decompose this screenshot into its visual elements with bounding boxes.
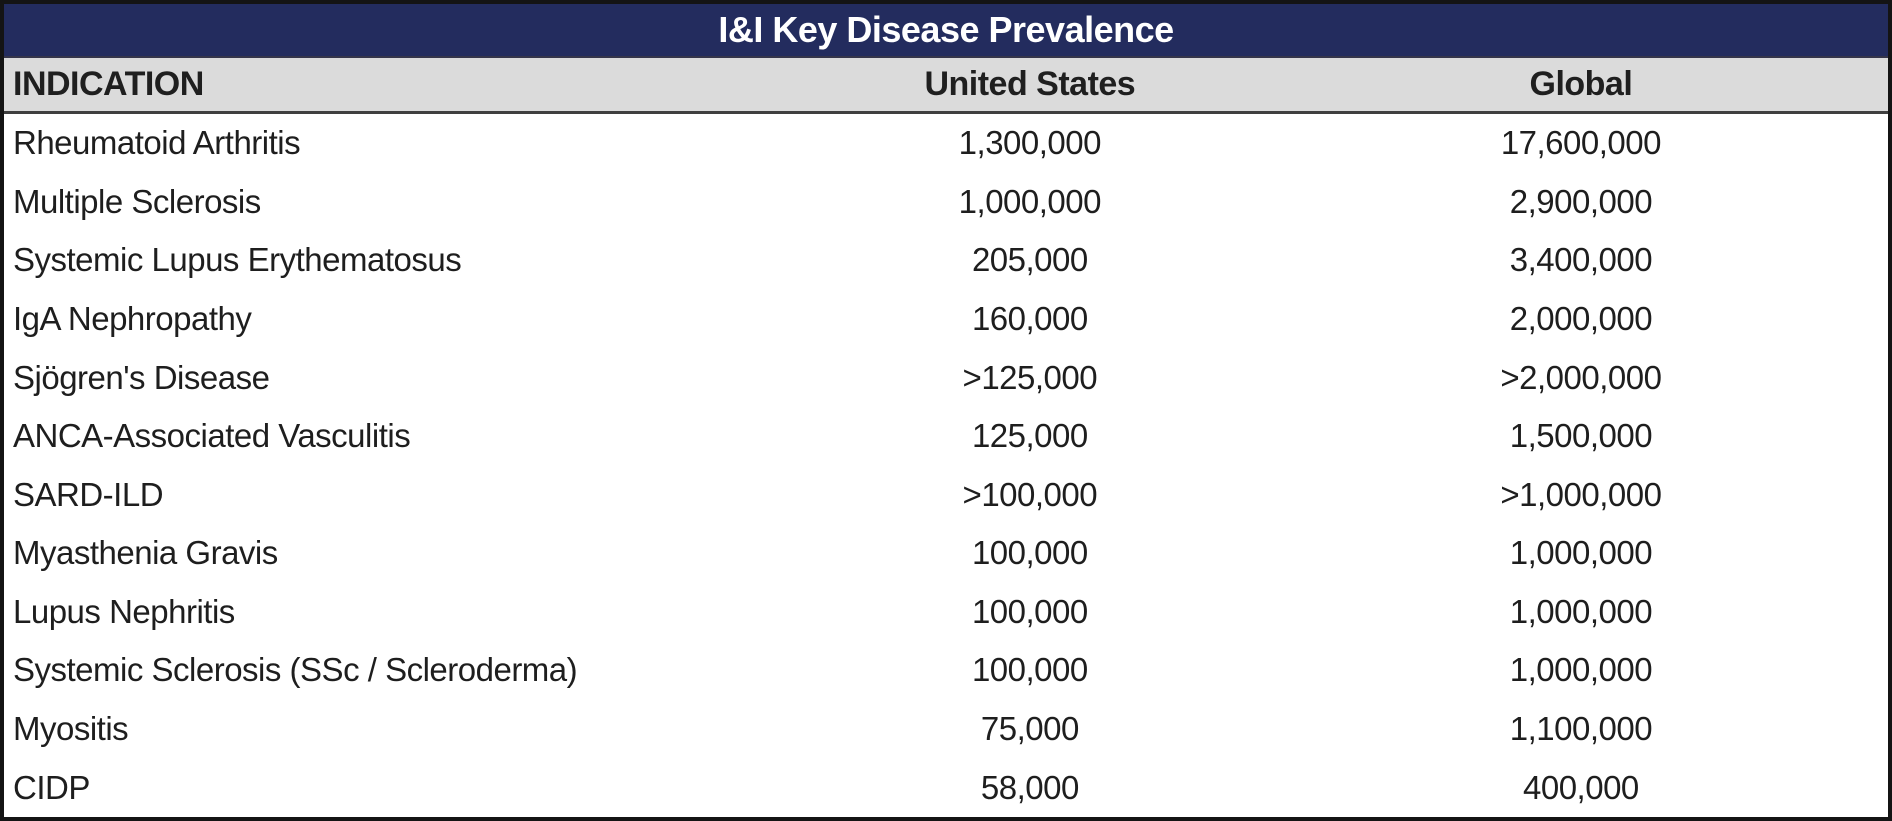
indication-cell: Myositis (13, 710, 129, 748)
indication-cell: IgA Nephropathy (13, 300, 252, 338)
us-value-cell: 100,000 (971, 651, 1088, 689)
table-row: Rheumatoid Arthritis 1,300,000 17,600,00… (4, 114, 1888, 173)
table-row: SARD-ILD >100,000 >1,000,000 (4, 465, 1888, 525)
table-body: Rheumatoid Arthritis 1,300,000 17,600,00… (4, 114, 1888, 817)
global-value-cell: 2,900,000 (1509, 182, 1653, 220)
table-row: Myositis 75,000 1,100,000 (4, 699, 1888, 759)
table-row: Sjögren's Disease >125,000 >2,000,000 (4, 348, 1888, 407)
table-header-row: INDICATION United States Global (4, 58, 1888, 114)
global-value-cell: 1,000,000 (1509, 651, 1653, 689)
us-value-cell: 125,000 (971, 417, 1088, 455)
us-value-cell: >125,000 (962, 358, 1098, 396)
us-value-cell: 75,000 (980, 710, 1079, 748)
global-value-cell: >2,000,000 (1500, 358, 1662, 396)
indication-cell: Systemic Sclerosis (SSc / Scleroderma) (13, 651, 578, 689)
table-row: Lupus Nephritis 100,000 1,000,000 (4, 582, 1888, 642)
global-value-cell: 17,600,000 (1500, 124, 1662, 162)
indication-cell: CIDP (13, 768, 90, 806)
us-value-cell: 160,000 (971, 300, 1088, 338)
table-row: Systemic Sclerosis (SSc / Scleroderma) 1… (4, 641, 1888, 700)
global-value-cell: 3,400,000 (1509, 241, 1653, 279)
table-title: I&I Key Disease Prevalence (718, 9, 1174, 50)
us-value-cell: 1,000,000 (958, 182, 1102, 220)
table-row: Systemic Lupus Erythematosus 205,000 3,4… (4, 231, 1888, 290)
global-value-cell: >1,000,000 (1500, 475, 1662, 513)
table-row: ANCA-Associated Vasculitis 125,000 1,500… (4, 406, 1888, 466)
column-header-global: Global (1529, 65, 1633, 103)
global-value-cell: 1,500,000 (1509, 417, 1653, 455)
indication-cell: Lupus Nephritis (13, 592, 235, 630)
us-value-cell: 100,000 (971, 534, 1088, 572)
indication-cell: SARD-ILD (13, 475, 164, 513)
indication-cell: Multiple Sclerosis (13, 182, 261, 220)
indication-cell: Sjögren's Disease (13, 358, 270, 396)
indication-cell: Rheumatoid Arthritis (13, 124, 301, 162)
us-value-cell: 1,300,000 (958, 124, 1102, 162)
indication-cell: ANCA-Associated Vasculitis (13, 417, 411, 455)
global-value-cell: 2,000,000 (1509, 300, 1653, 338)
global-value-cell: 1,100,000 (1509, 710, 1653, 748)
table-row: Multiple Sclerosis 1,000,000 2,900,000 (4, 172, 1888, 232)
table-row: IgA Nephropathy 160,000 2,000,000 (4, 289, 1888, 349)
global-value-cell: 400,000 (1523, 768, 1639, 806)
us-value-cell: 100,000 (971, 592, 1088, 630)
indication-cell: Systemic Lupus Erythematosus (13, 241, 462, 279)
indication-cell: Myasthenia Gravis (13, 534, 278, 572)
global-value-cell: 1,000,000 (1509, 592, 1653, 630)
us-value-cell: 205,000 (971, 241, 1088, 279)
table-title-bar: I&I Key Disease Prevalence (4, 4, 1888, 58)
column-header-indication: INDICATION (13, 65, 204, 103)
us-value-cell: 58,000 (980, 768, 1079, 806)
global-value-cell: 1,000,000 (1509, 534, 1653, 572)
us-value-cell: >100,000 (962, 475, 1098, 513)
table-row: Myasthenia Gravis 100,000 1,000,000 (4, 524, 1888, 583)
table-row: CIDP 58,000 400,000 (4, 758, 1888, 817)
column-header-united-states: United States (924, 65, 1136, 103)
